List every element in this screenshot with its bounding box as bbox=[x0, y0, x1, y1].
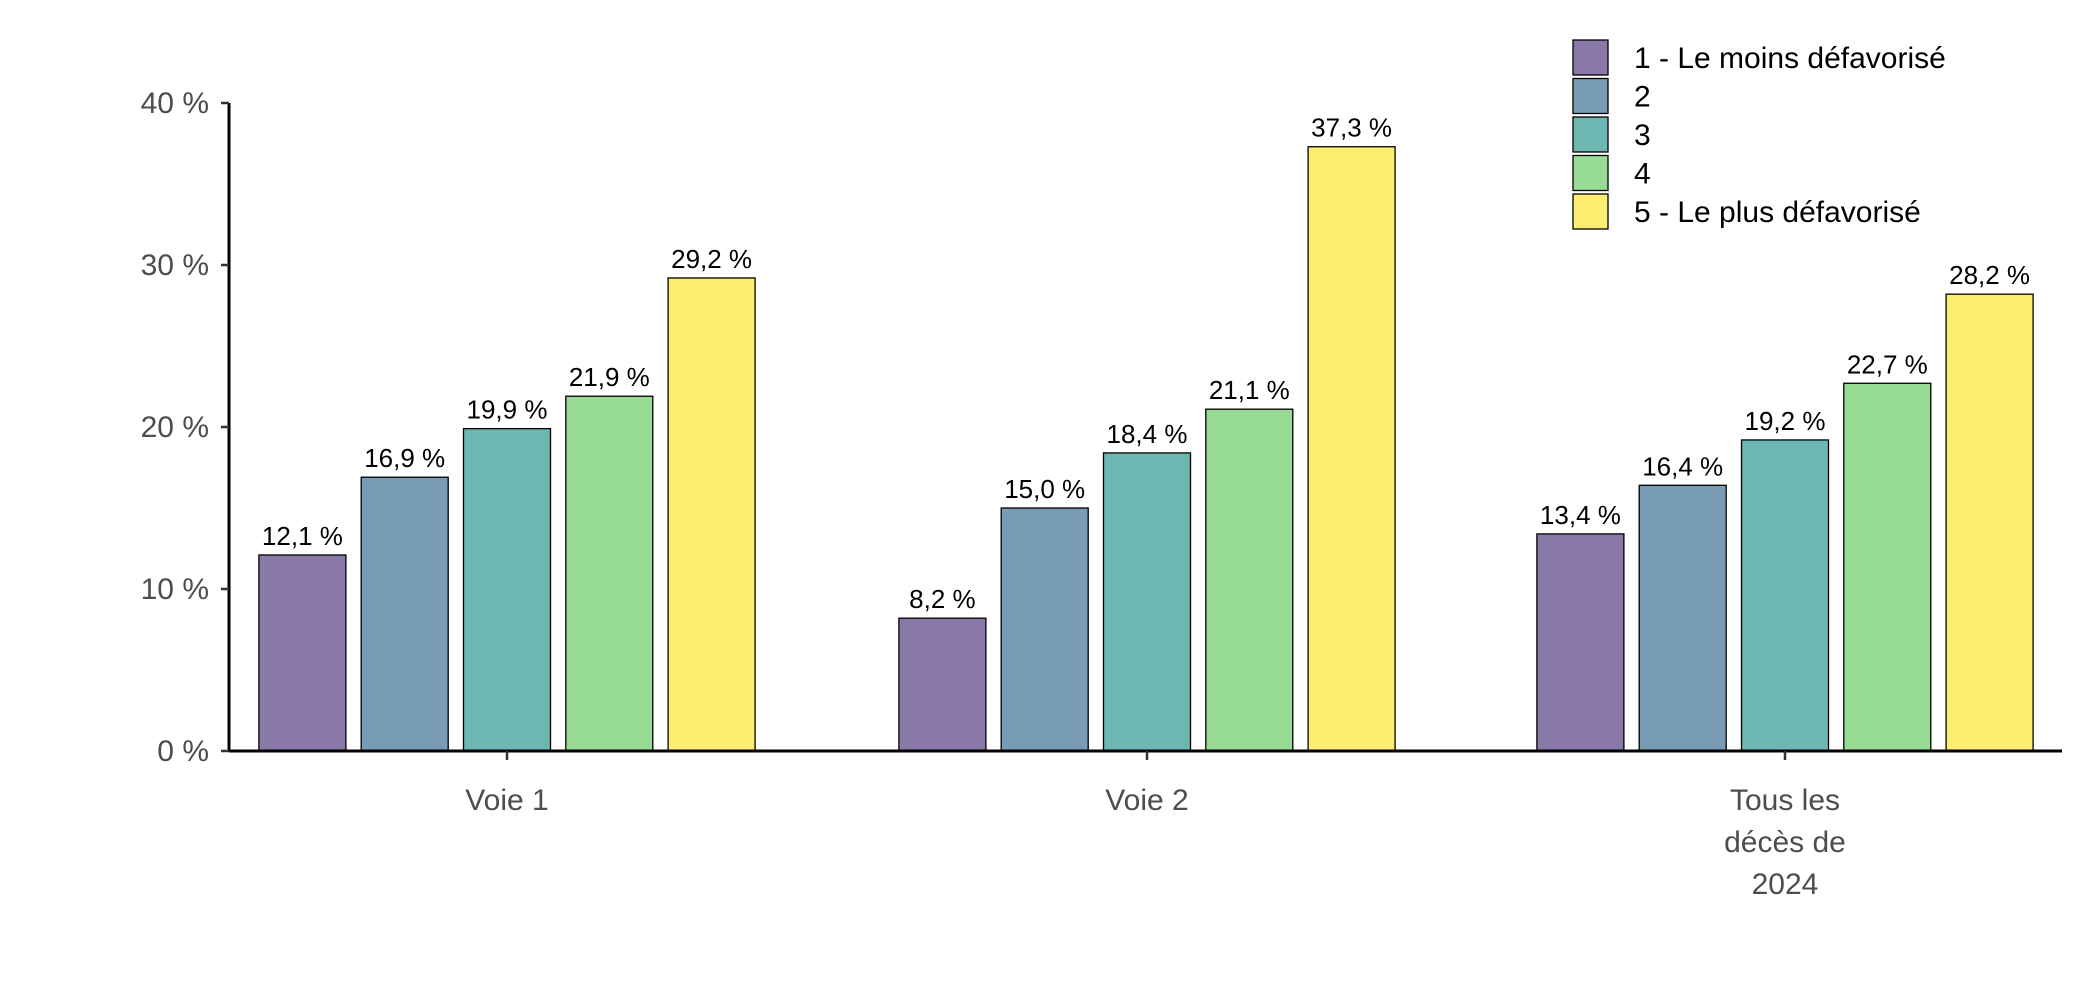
bar bbox=[1000, 507, 1089, 752]
bar bbox=[462, 427, 552, 752]
legend-key bbox=[1572, 116, 1609, 153]
data-label: 13,4 % bbox=[1540, 500, 1621, 530]
y-tick-label: 20 % bbox=[141, 411, 209, 444]
bar bbox=[1536, 533, 1625, 752]
y-tick-label: 40 % bbox=[141, 87, 209, 120]
data-label: 28,2 % bbox=[1949, 260, 2030, 290]
legend-key bbox=[1572, 193, 1609, 230]
bar bbox=[1102, 452, 1192, 752]
x-tick-label: Voie 1 bbox=[465, 784, 548, 817]
data-label: 19,9 % bbox=[467, 395, 548, 425]
legend-label: 1 - Le moins défavorisé bbox=[1634, 42, 1946, 75]
bar bbox=[1843, 382, 1932, 752]
x-tick-label: Tous les bbox=[1730, 784, 1840, 817]
legend-label: 2 bbox=[1634, 81, 1651, 114]
legend-key bbox=[1572, 39, 1609, 76]
data-label: 8,2 % bbox=[909, 584, 976, 614]
bar bbox=[360, 476, 449, 752]
bar bbox=[898, 617, 987, 752]
data-label: 15,0 % bbox=[1004, 474, 1085, 504]
data-label: 37,3 % bbox=[1311, 113, 1392, 143]
data-label: 18,4 % bbox=[1107, 419, 1188, 449]
legend-label: 3 bbox=[1634, 119, 1651, 152]
x-tick-label: 2024 bbox=[1752, 868, 1819, 901]
data-label: 21,1 % bbox=[1209, 375, 1290, 405]
data-label: 16,9 % bbox=[364, 443, 445, 473]
data-label: 29,2 % bbox=[671, 244, 752, 274]
legend-key bbox=[1572, 77, 1609, 115]
legend-label: 4 bbox=[1634, 158, 1651, 191]
y-tick-label: 0 % bbox=[157, 735, 209, 768]
bar bbox=[1638, 484, 1727, 752]
data-label: 12,1 % bbox=[262, 521, 343, 551]
legend-key bbox=[1572, 154, 1609, 192]
y-tick-label: 10 % bbox=[141, 573, 209, 606]
y-tick-label: 30 % bbox=[141, 249, 209, 282]
bar bbox=[1740, 439, 1830, 752]
bar bbox=[667, 277, 756, 752]
data-label: 22,7 % bbox=[1847, 349, 1928, 379]
bar bbox=[1945, 293, 2034, 752]
x-tick-label: décès de bbox=[1724, 826, 1846, 859]
bar bbox=[258, 554, 347, 752]
data-label: 21,9 % bbox=[569, 362, 650, 392]
bar bbox=[565, 395, 654, 752]
legend-label: 5 - Le plus défavorisé bbox=[1634, 196, 1921, 229]
bar bbox=[1205, 408, 1294, 752]
data-label: 16,4 % bbox=[1642, 451, 1723, 481]
bar bbox=[1307, 146, 1396, 752]
data-label: 19,2 % bbox=[1745, 406, 1826, 436]
x-tick-label: Voie 2 bbox=[1105, 784, 1188, 817]
